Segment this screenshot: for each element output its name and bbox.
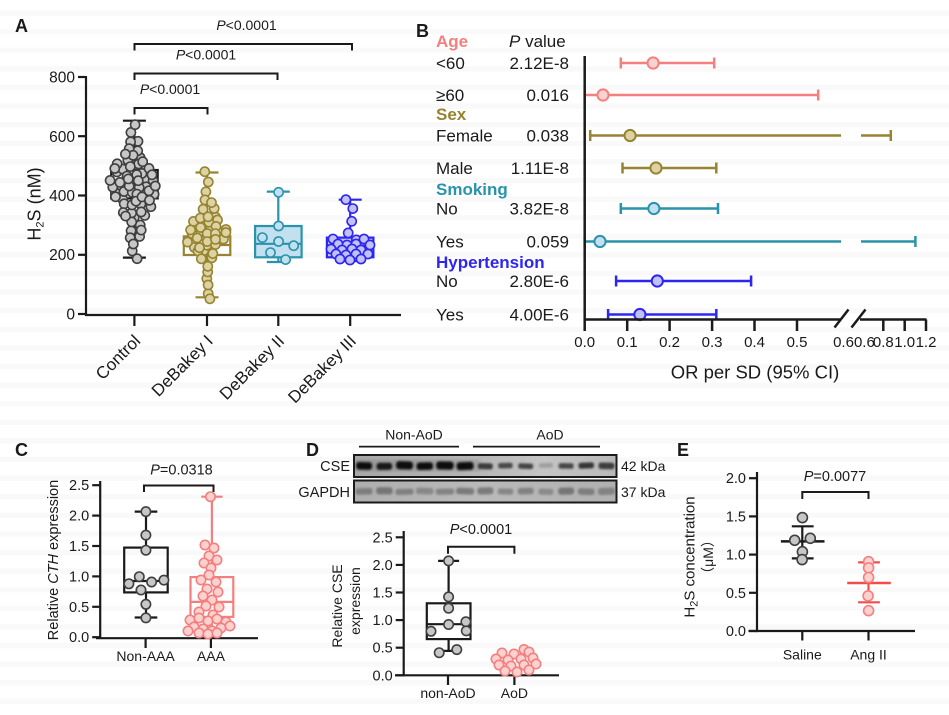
svg-text:Smoking: Smoking xyxy=(436,180,508,199)
svg-text:Ang II: Ang II xyxy=(850,647,887,663)
svg-text:42 kDa: 42 kDa xyxy=(621,458,666,474)
svg-text:C: C xyxy=(15,440,28,460)
svg-text:AAA: AAA xyxy=(197,648,226,664)
svg-text:D: D xyxy=(306,440,319,460)
svg-text:2.0: 2.0 xyxy=(69,509,89,525)
svg-text:Male: Male xyxy=(436,159,473,178)
svg-text:0.4: 0.4 xyxy=(744,334,765,351)
svg-text:2.12E-8: 2.12E-8 xyxy=(509,54,569,73)
svg-text:P<0.0001: P<0.0001 xyxy=(140,81,201,97)
svg-text:P=0.0318: P=0.0318 xyxy=(150,463,213,479)
svg-text:0: 0 xyxy=(66,307,75,324)
svg-text:37 kDa: 37 kDa xyxy=(621,484,666,500)
svg-text:1.5: 1.5 xyxy=(726,509,746,525)
svg-text:A: A xyxy=(15,16,28,36)
svg-text:AoD: AoD xyxy=(501,685,528,701)
svg-text:0.5: 0.5 xyxy=(69,600,89,616)
svg-text:2.80E-6: 2.80E-6 xyxy=(509,272,569,291)
svg-text:0.016: 0.016 xyxy=(526,86,569,105)
svg-text:AoD: AoD xyxy=(536,427,563,443)
svg-text:0.0: 0.0 xyxy=(69,630,89,646)
svg-text:Non-AoD: Non-AoD xyxy=(385,427,443,443)
svg-text:Relative CTH expression: Relative CTH expression xyxy=(46,480,62,640)
svg-text:0.3: 0.3 xyxy=(702,334,723,351)
svg-text:Hypertension: Hypertension xyxy=(436,253,545,272)
svg-text:800: 800 xyxy=(49,70,75,87)
svg-text:0.1: 0.1 xyxy=(617,334,638,351)
svg-text:2.0: 2.0 xyxy=(373,558,393,574)
svg-text:1.2: 1.2 xyxy=(916,334,937,351)
svg-text:≥60: ≥60 xyxy=(436,86,464,105)
svg-text:400: 400 xyxy=(49,188,75,205)
svg-text:0.8: 0.8 xyxy=(873,334,894,351)
svg-text:0.059: 0.059 xyxy=(526,233,569,252)
svg-text:B: B xyxy=(416,21,429,41)
svg-text:P<0.0001: P<0.0001 xyxy=(176,47,237,63)
svg-text:0.0: 0.0 xyxy=(373,668,393,684)
svg-text:1.0: 1.0 xyxy=(69,569,89,585)
svg-text:1.0: 1.0 xyxy=(894,334,915,351)
svg-text:Yes: Yes xyxy=(436,233,464,252)
svg-text:P<0.0001: P<0.0001 xyxy=(450,522,513,538)
svg-text:Female: Female xyxy=(436,127,493,146)
svg-text:P=0.0077: P=0.0077 xyxy=(804,469,867,485)
svg-text:2.5: 2.5 xyxy=(373,530,393,546)
svg-text:OR per SD (95% CI): OR per SD (95% CI) xyxy=(671,362,840,383)
svg-text:non-AoD: non-AoD xyxy=(420,685,475,701)
svg-text:H2S (nM): H2S (nM) xyxy=(25,167,47,240)
svg-text:Non-AAA: Non-AAA xyxy=(116,648,175,664)
svg-text:CSE: CSE xyxy=(320,459,350,475)
svg-text:200: 200 xyxy=(49,247,75,264)
svg-text:0.5: 0.5 xyxy=(373,641,393,657)
svg-text:1.11E-8: 1.11E-8 xyxy=(511,159,569,178)
svg-text:0.2: 0.2 xyxy=(659,334,680,351)
svg-text:0.6: 0.6 xyxy=(833,334,854,351)
svg-text:0.6: 0.6 xyxy=(854,334,875,351)
svg-text:Saline: Saline xyxy=(783,647,822,663)
svg-text:H2S concentration: H2S concentration xyxy=(682,496,701,617)
svg-text:GAPDH: GAPDH xyxy=(298,485,350,501)
svg-text:Relative CSE: Relative CSE xyxy=(329,564,345,647)
svg-text:1.5: 1.5 xyxy=(69,539,89,555)
svg-text:3.82E-8: 3.82E-8 xyxy=(509,200,569,219)
svg-text:0.0: 0.0 xyxy=(726,624,746,640)
svg-text:1.0: 1.0 xyxy=(726,548,746,564)
svg-text:（μM）: （μM） xyxy=(700,533,716,581)
svg-text:4.00E-6: 4.00E-6 xyxy=(509,306,569,325)
svg-text:Yes: Yes xyxy=(436,306,464,325)
svg-text:600: 600 xyxy=(49,129,75,146)
svg-text:Age: Age xyxy=(436,32,468,51)
svg-text:No: No xyxy=(436,272,458,291)
svg-text:E: E xyxy=(677,440,689,460)
svg-text:2.0: 2.0 xyxy=(726,471,746,487)
svg-text:0.5: 0.5 xyxy=(787,334,808,351)
svg-text:No: No xyxy=(436,200,458,219)
svg-text:1.0: 1.0 xyxy=(373,613,393,629)
svg-text:expression: expression xyxy=(347,567,363,635)
svg-text:P<0.0001: P<0.0001 xyxy=(216,17,277,33)
svg-text:0.5: 0.5 xyxy=(726,586,746,602)
svg-text:1.5: 1.5 xyxy=(373,586,393,602)
svg-text:0.0: 0.0 xyxy=(574,334,595,351)
svg-text:2.5: 2.5 xyxy=(69,478,89,494)
svg-text:0.038: 0.038 xyxy=(526,127,569,146)
svg-text:Sex: Sex xyxy=(436,105,467,124)
svg-text:P value: P value xyxy=(509,32,566,51)
svg-text:<60: <60 xyxy=(436,54,465,73)
